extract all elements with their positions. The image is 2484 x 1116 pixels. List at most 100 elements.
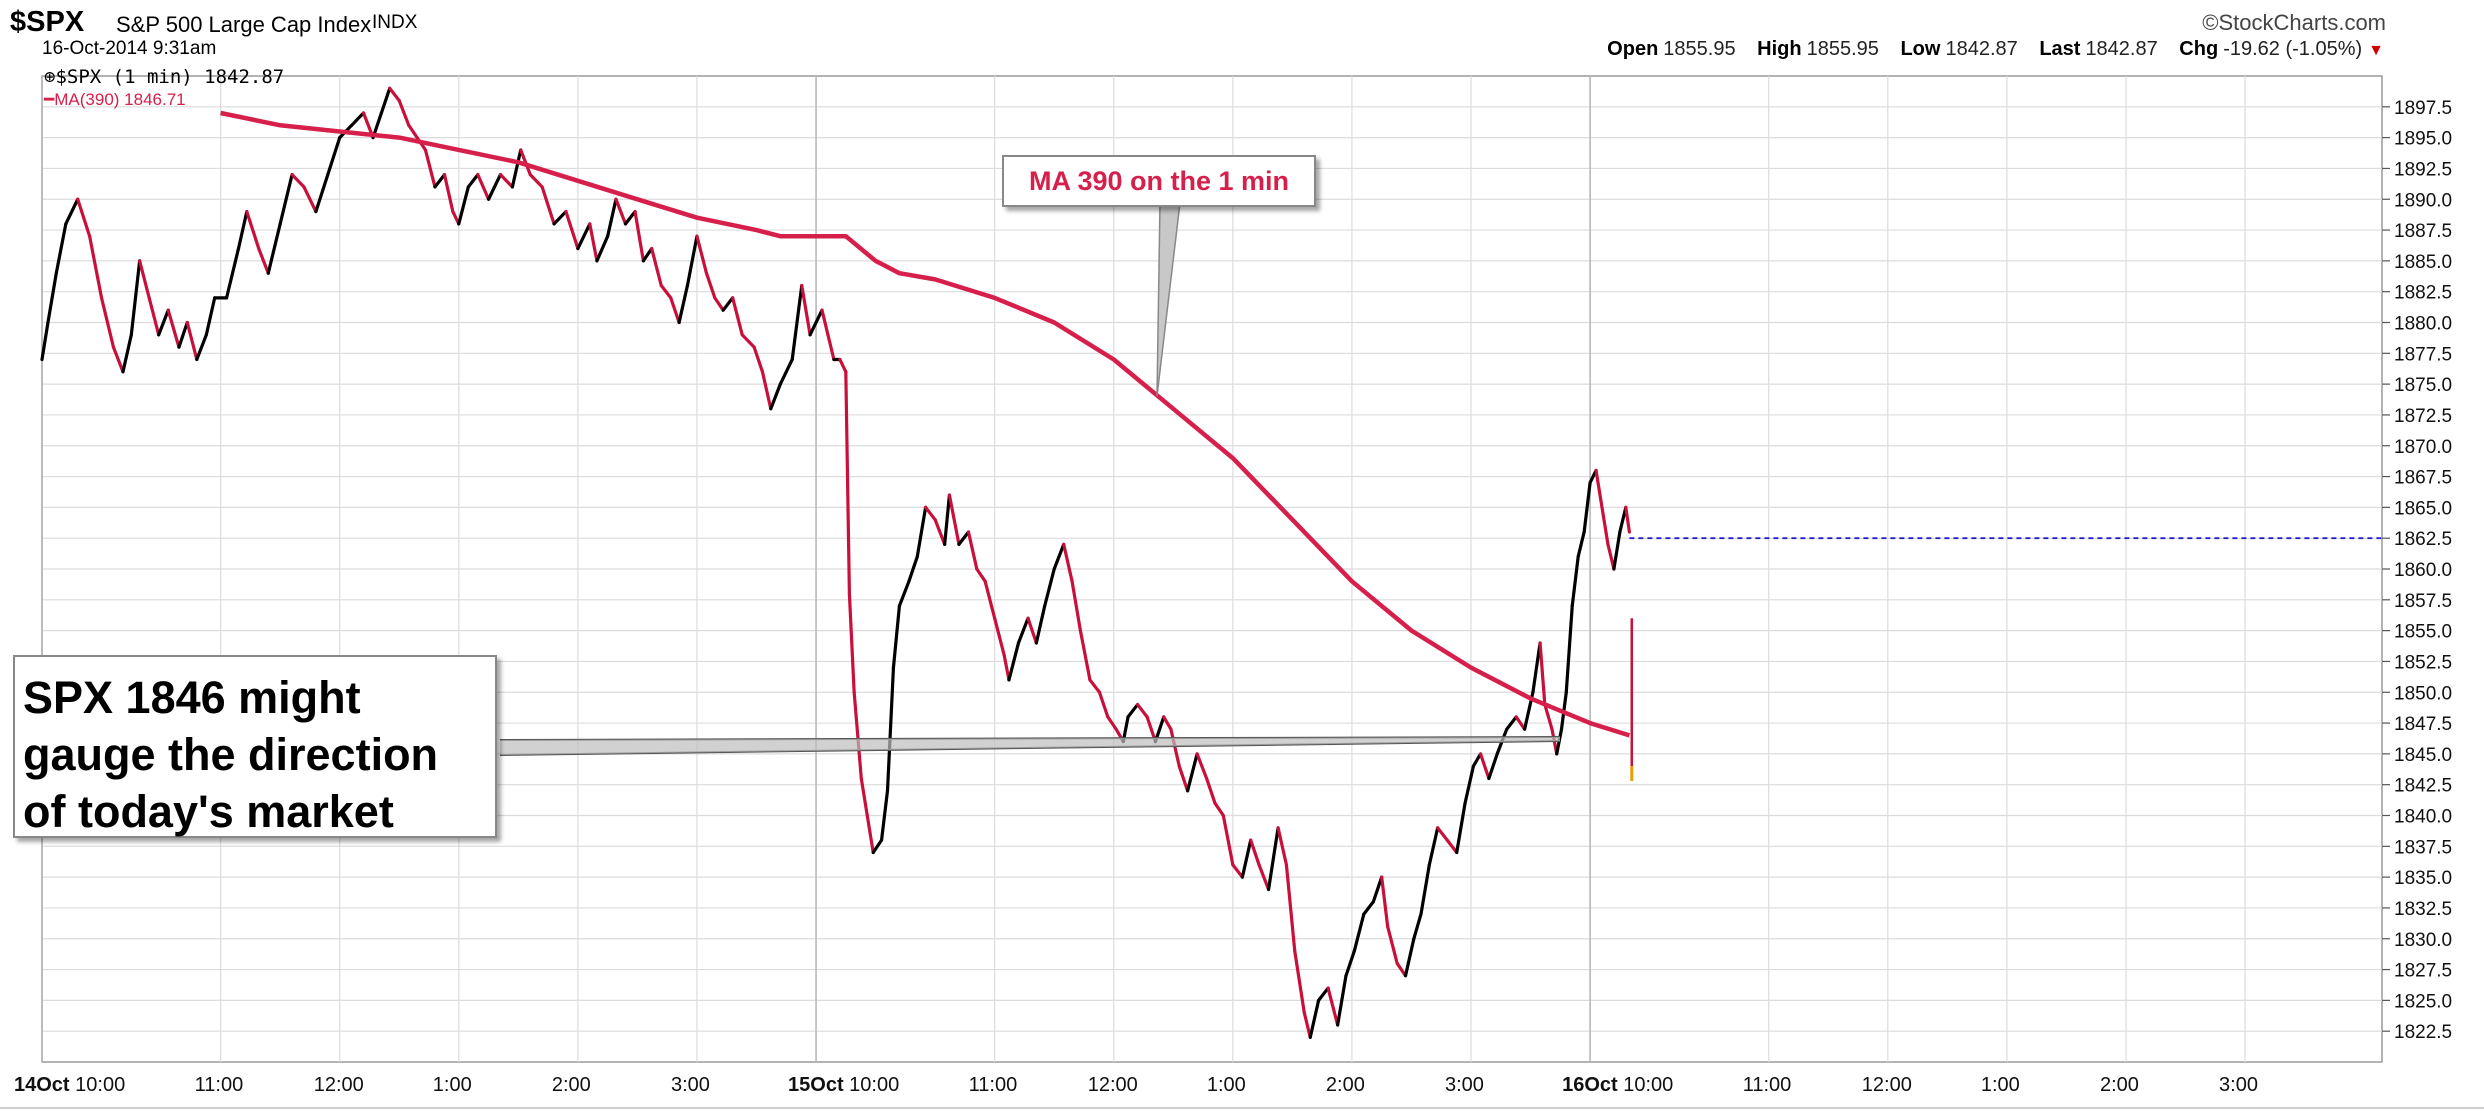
x-tick-label: 2:00 — [552, 1074, 591, 1096]
price-segment — [1070, 579, 1083, 633]
index-name: S&P 500 Large Cap Index — [116, 12, 372, 37]
y-tick-label: 1877.5 — [2394, 344, 2452, 365]
price-segment — [721, 296, 735, 312]
price-segment — [350, 111, 366, 127]
chg-label: Chg — [2179, 38, 2219, 60]
price-segment — [302, 185, 318, 214]
y-tick-label: 1892.5 — [2394, 159, 2452, 180]
y-tick-label: 1847.5 — [2394, 714, 2452, 735]
price-segment — [1326, 986, 1340, 1027]
y-tick-label: 1872.5 — [2394, 406, 2452, 427]
price-segment — [957, 530, 971, 546]
down-arrow-icon: ▼ — [2368, 42, 2384, 59]
y-tick-label: 1870.0 — [2394, 437, 2452, 458]
price-segment — [1308, 998, 1321, 1039]
y-tick-label: 1825.0 — [2394, 991, 2452, 1012]
price-segment — [564, 209, 580, 251]
price-segment — [129, 259, 142, 337]
price-segment — [1062, 542, 1074, 583]
price-segment — [236, 209, 249, 251]
price-segment — [1380, 875, 1390, 929]
price-segment — [915, 505, 928, 559]
price-segment — [88, 234, 104, 300]
price-segment — [1624, 505, 1631, 534]
x-tick-label: 1:00 — [1981, 1074, 2020, 1096]
price-segment — [1419, 863, 1431, 916]
y-tick-label: 1857.5 — [2394, 591, 2452, 612]
y-tick-label: 1840.0 — [2394, 807, 2452, 828]
exchange-label: INDX — [372, 12, 418, 33]
price-segment — [76, 197, 92, 238]
price-segment — [924, 505, 937, 522]
x-tick-label: 16Oct 10:00 — [1562, 1074, 1673, 1096]
price-segment — [1240, 838, 1253, 879]
x-tick-label: 2:00 — [1326, 1074, 1365, 1096]
price-segment — [397, 99, 411, 127]
price-segment — [1002, 653, 1011, 682]
price-segment — [966, 530, 979, 571]
ma-callout: MA 390 on the 1 min — [1002, 155, 1316, 207]
price-segment — [847, 592, 856, 694]
price-segment — [442, 173, 455, 214]
high-label: High — [1757, 38, 1802, 60]
price-segment — [1352, 912, 1366, 953]
price-segment — [769, 382, 782, 411]
price-segment — [433, 173, 447, 189]
price-segment — [808, 308, 824, 337]
price-segment — [1612, 530, 1622, 571]
price-segment — [1177, 764, 1190, 793]
price-segment — [975, 567, 987, 583]
x-tick-label: 15Oct 10:00 — [788, 1074, 899, 1096]
price-segment — [1371, 875, 1384, 904]
y-tick-label: 1882.5 — [2394, 283, 2452, 304]
price-segment — [476, 173, 491, 201]
price-segment — [1336, 974, 1348, 1027]
price-segment — [897, 579, 911, 608]
price-segment — [1126, 702, 1140, 719]
price-segment — [147, 296, 161, 337]
ma-swatch-icon: ━ — [44, 90, 55, 109]
price-segment — [623, 209, 637, 226]
ohlc-summary: Open 1855.95 High 1855.95 Low 1842.87 Last 1… — [1607, 38, 2384, 61]
price-segment — [1505, 715, 1518, 731]
price-segment — [1052, 542, 1066, 571]
price-segment — [540, 185, 556, 226]
price-segment — [1386, 924, 1399, 966]
y-tick-label: 1837.5 — [2394, 837, 2452, 858]
price-segment — [852, 690, 863, 781]
price-segment — [257, 246, 270, 275]
x-tick-label: 2:00 — [2100, 1074, 2139, 1096]
price-segment — [943, 493, 952, 546]
price-segment — [1088, 678, 1102, 694]
price-segment — [907, 555, 919, 583]
y-tick-label: 1887.5 — [2394, 221, 2452, 242]
price-segment — [1135, 702, 1149, 719]
price-segment — [1606, 542, 1616, 571]
price-segment — [423, 148, 437, 189]
y-tick-label: 1845.0 — [2394, 745, 2452, 766]
x-tick-label: 1:00 — [1207, 1074, 1246, 1096]
spx-callout-line2: gauge the direction — [23, 729, 439, 780]
x-tick-label: 12:00 — [314, 1074, 364, 1096]
chart-type-icon: ⊕ — [44, 66, 56, 88]
x-tick-label: 12:00 — [1862, 1074, 1912, 1096]
price-segment — [1169, 727, 1181, 768]
price-segment — [1195, 752, 1209, 781]
price-segment — [1403, 937, 1416, 978]
price-segment — [177, 320, 189, 349]
x-tick-label: 1:00 — [433, 1074, 472, 1096]
price-segment — [245, 209, 261, 251]
price-segment — [552, 209, 568, 226]
legend-price-label: $SPX (1 min) 1842.87 — [55, 66, 285, 88]
chg-value: -19.62 (-1.05%) — [2223, 38, 2363, 60]
price-segment — [993, 616, 1006, 657]
price-segment — [1514, 715, 1527, 731]
price-segment — [1570, 555, 1580, 608]
price-segment — [685, 234, 699, 288]
price-segment — [195, 333, 208, 362]
open-value: 1855.95 — [1663, 38, 1736, 60]
legend-ma-label: MA(390) 1846.71 — [54, 90, 186, 109]
price-segment — [1582, 481, 1592, 534]
x-tick-label: 11:00 — [195, 1074, 244, 1096]
y-tick-label: 1842.5 — [2394, 776, 2452, 797]
